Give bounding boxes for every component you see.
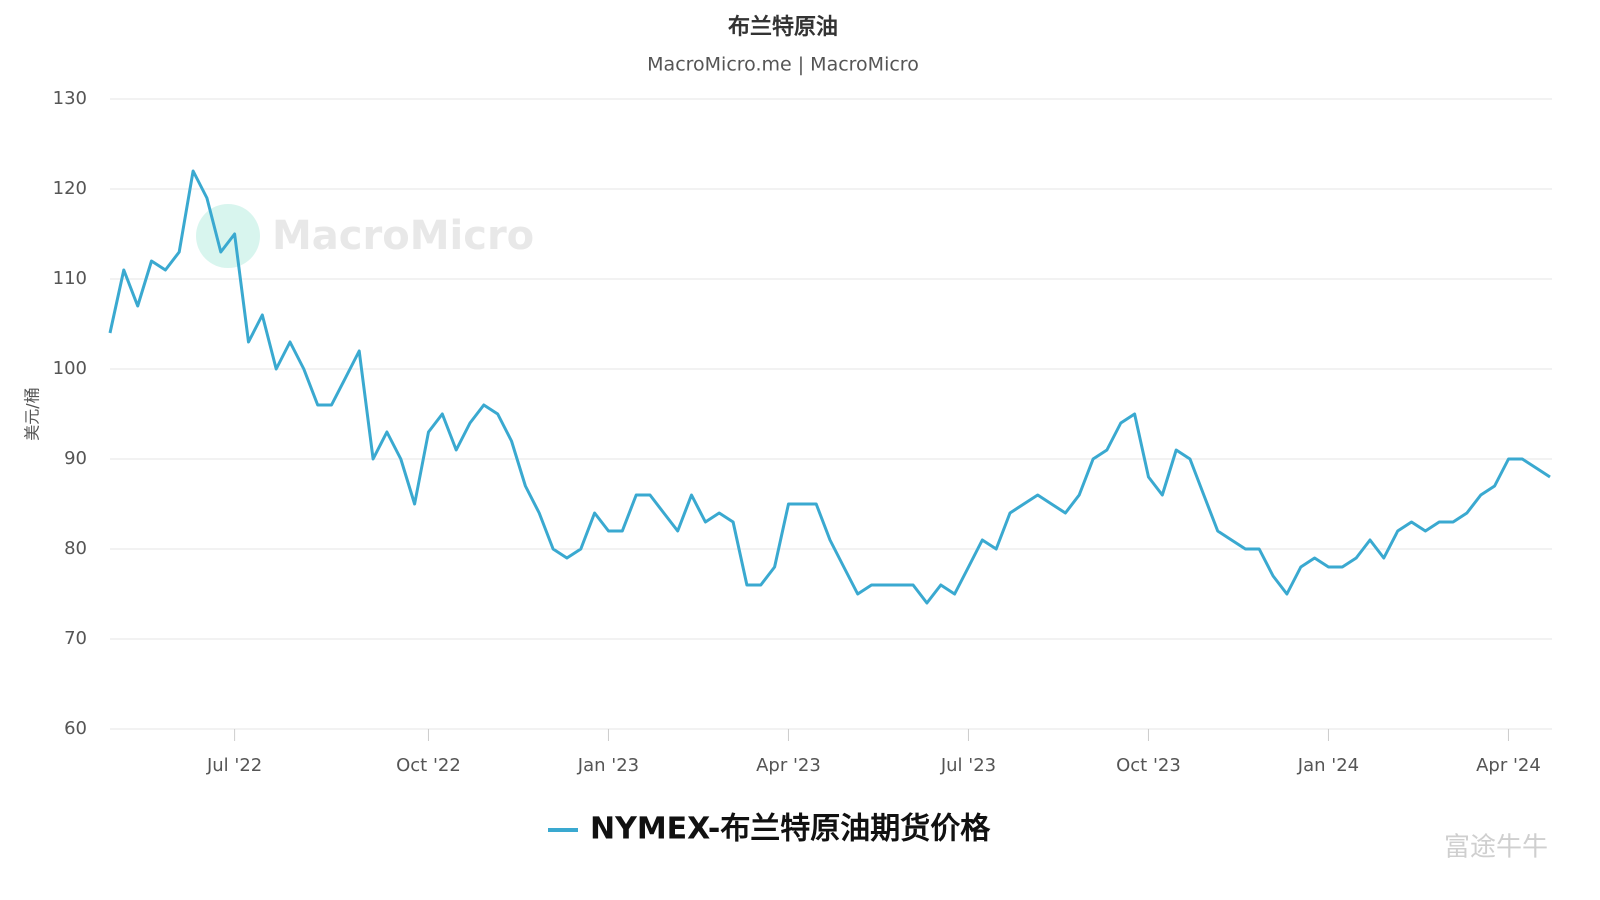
watermark: MacroMicro — [272, 213, 534, 259]
y-tick-label: 130 — [53, 88, 87, 109]
y-tick-label: 110 — [53, 268, 87, 289]
y-tick-label: 80 — [64, 538, 87, 559]
footer-logo: 富途牛牛 — [1444, 833, 1548, 863]
y-tick-label: 100 — [53, 358, 87, 379]
chart-title: 布兰特原油 — [728, 14, 838, 40]
x-tick-label: Jan '24 — [1297, 755, 1359, 776]
x-tick-label: Oct '23 — [1116, 755, 1181, 776]
x-tick-label: Apr '24 — [1476, 755, 1541, 776]
x-tick-label: Jul '23 — [940, 755, 996, 776]
legend-label: NYMEX-布兰特原油期货价格 — [590, 812, 991, 847]
x-tick-label: Apr '23 — [756, 755, 821, 776]
y-axis-label: 美元/桶 — [23, 387, 42, 440]
y-tick-label: 120 — [53, 178, 87, 199]
x-tick-label: Oct '22 — [396, 755, 461, 776]
data-line — [108, 169, 1551, 605]
x-tick-label: Jul '22 — [206, 755, 262, 776]
y-tick-label: 90 — [64, 448, 87, 469]
x-tick-label: Jan '23 — [577, 755, 639, 776]
watermark-logo — [196, 204, 260, 268]
chart-subtitle: MacroMicro.me | MacroMicro — [647, 54, 919, 76]
y-tick-label: 70 — [64, 628, 87, 649]
y-tick-label: 60 — [64, 718, 87, 739]
plot-area: 60 70 80 90 100 110 120 130 Jul '22 Oct '22 Jan '2… — [53, 88, 1552, 776]
